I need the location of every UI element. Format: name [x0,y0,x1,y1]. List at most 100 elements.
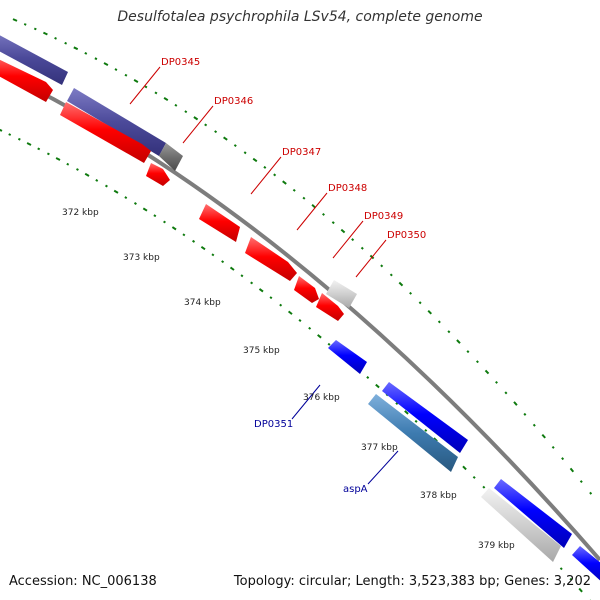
tick-label-378: 378 kbp [420,491,457,501]
gc-inner-dot [76,168,79,171]
leader-dp0346 [182,105,214,144]
scale-labels: 372 kbp 373 kbp 374 kbp 375 kbp 376 kbp … [62,208,515,551]
gc-outer-dot [495,380,498,384]
feature-block-purple-1[interactable] [0,30,68,85]
leader-dp0349 [332,220,364,259]
gc-inner-dot [298,319,302,322]
gc-inner-dot [395,402,399,405]
tick-label-379: 379 kbp [478,541,515,551]
gc-inner-dot [182,233,186,237]
gc-outer-dot [144,85,148,89]
gc-outer-dot [273,173,277,177]
gene-label-dp0349[interactable]: DP0349 [364,211,403,222]
gene-label-dp0347[interactable]: DP0347 [282,147,321,158]
gc-content-track-outer [12,18,593,495]
gc-inner-dot [462,465,467,471]
gene-arrow-dp0345[interactable] [0,55,53,102]
gene-label-dp0345[interactable]: DP0345 [161,57,200,68]
gc-inner-dot [95,179,99,182]
gc-outer-dot [94,57,98,61]
gc-outer-dot [456,339,461,344]
gc-outer-dot [73,46,79,51]
gc-outer-dot [579,480,583,484]
tick-label-372: 372 kbp [62,208,99,218]
gc-outer-dot [54,36,57,40]
gc-inner-dot [211,253,215,257]
gene-label-dp0346[interactable]: DP0346 [214,96,253,107]
gc-inner-dot [84,172,90,177]
gc-inner-dot [366,376,370,379]
gc-inner-dot [404,410,409,415]
gene-arrow-dp0348[interactable] [199,204,240,242]
leader-dp0345 [129,66,161,105]
gc-outer-dot [263,165,267,169]
gc-outer-dot [33,27,37,31]
gc-outer-dot [418,301,422,305]
gene-label-aspa[interactable]: aspA [343,484,368,495]
gc-outer-dot [513,401,518,406]
gc-inner-dot [578,587,583,593]
gc-outer-dot [124,73,128,77]
gene-arrow-blue-2[interactable] [382,382,468,453]
gc-outer-dot [532,423,536,427]
gene-arrow-dp0346[interactable] [60,102,151,163]
feature-block-light-1[interactable] [326,280,357,308]
gc-outer-dot [484,369,490,375]
gene-arrow-dp0349[interactable] [245,237,297,281]
gc-outer-dot [427,309,433,315]
feature-block-grey-1[interactable] [159,143,183,171]
gc-outer-dot [398,281,404,287]
feature-block-light-2[interactable] [481,488,561,562]
feature-block-purple-2[interactable] [67,88,166,156]
gene-arrow-dp0351[interactable] [328,340,367,374]
gc-outer-dot [340,228,346,234]
gc-outer-dot [282,180,287,185]
gene-arrow-dp0347[interactable] [146,163,170,186]
gene-arrow-red-7[interactable] [316,293,344,321]
gc-inner-dot [104,184,108,188]
gc-outer-dot [292,188,296,192]
gc-outer-dot [23,23,27,26]
gc-inner-dot [569,577,573,581]
gc-outer-dot [409,291,413,295]
gc-inner-dot [240,274,244,278]
gc-outer-dot [184,110,188,114]
tick-label-375: 375 kbp [243,346,280,356]
tick-label-373: 373 kbp [123,253,160,263]
gene-arrow-blue-4[interactable] [494,479,572,548]
gene-arrow-aspa[interactable] [368,394,458,472]
gene-arrow-dp0350[interactable] [294,276,319,303]
gc-inner-dot [279,303,283,307]
gc-outer-dot [12,18,18,22]
gc-outer-dot [380,264,384,268]
gc-outer-dot [42,31,48,36]
gc-outer-dot [561,457,565,461]
leader-dp0347 [250,156,282,195]
gc-outer-dot [193,116,199,121]
tick-label-374: 374 kbp [184,298,221,308]
gc-inner-dot [258,288,264,293]
gene-arrow-blue-5[interactable] [572,546,600,584]
gc-outer-dot [252,157,258,163]
gc-outer-dot [103,62,109,66]
gc-outer-dot [504,391,508,395]
gc-inner-dot [482,485,486,489]
gc-outer-dot [233,144,237,148]
gene-label-dp0350[interactable]: DP0350 [387,230,426,241]
gc-inner-dot [153,214,157,218]
gc-outer-dot [331,221,335,225]
gene-label-dp0351[interactable]: DP0351 [254,419,293,430]
gc-inner-dot [308,326,312,330]
gc-inner-dot [26,142,32,146]
gc-outer-dot [447,330,451,334]
gene-label-dp0348[interactable]: DP0348 [328,183,367,194]
gc-outer-dot [322,212,325,216]
leader-dp0348 [296,192,328,231]
gc-inner-dot [17,137,21,141]
tick-label-376: 376 kbp [303,393,340,403]
gc-outer-dot [551,445,555,449]
leader-dp0351 [291,384,321,420]
gc-outer-dot [163,97,169,102]
gc-inner-dot [192,239,196,243]
gc-outer-dot [351,238,355,242]
